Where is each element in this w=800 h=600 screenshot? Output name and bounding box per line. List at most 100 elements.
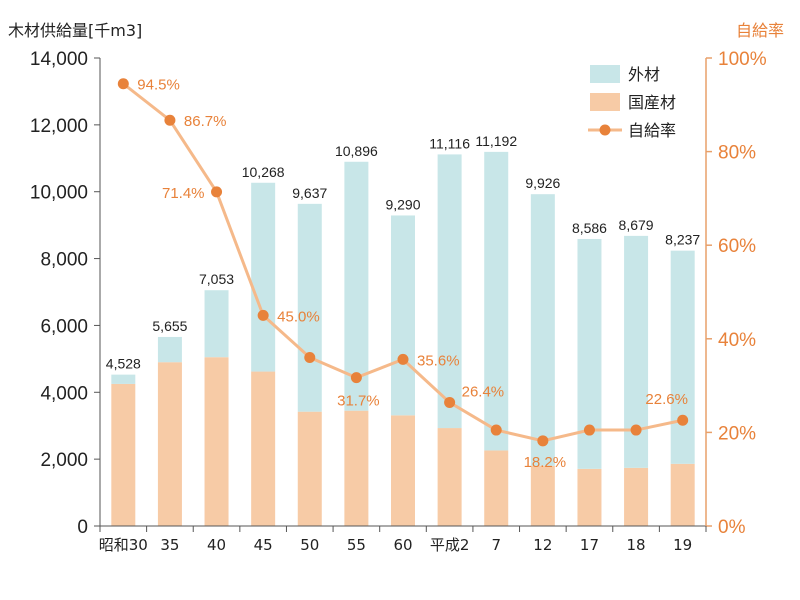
x-tick-label: 12 [533, 536, 552, 554]
rate-line-group [117, 78, 689, 447]
bar-imported [111, 374, 136, 384]
bar-imported [670, 250, 695, 464]
bar-domestic [157, 362, 182, 526]
rate-point [677, 414, 689, 426]
rate-label: 22.6% [645, 391, 688, 408]
bars-group [111, 151, 695, 526]
total-label: 5,655 [152, 318, 187, 334]
y2-tick-label: 80% [718, 143, 756, 164]
y-tick-label: 12,000 [30, 116, 88, 137]
x-tick-label: 17 [580, 536, 599, 554]
rate-point [397, 353, 409, 365]
x-tick-label: 40 [207, 536, 226, 554]
rate-label: 86.7% [184, 113, 227, 130]
y2-tick-label: 20% [718, 423, 756, 444]
bar-domestic [624, 467, 649, 526]
x-tick-label: 45 [254, 536, 273, 554]
rate-label: 31.7% [337, 393, 380, 410]
total-label: 11,116 [429, 135, 470, 151]
x-tick-label: 50 [300, 536, 319, 554]
x-tick-label: 昭和30 [99, 536, 148, 554]
y-axis-title: 木材供給量[千m3] [8, 21, 142, 40]
y-tick-label: 8,000 [40, 250, 88, 271]
total-label: 8,679 [619, 217, 654, 233]
rate-point [350, 372, 362, 384]
bar-domestic [297, 411, 322, 526]
bar-domestic [344, 410, 369, 526]
y2-axis-title: 自給率 [736, 21, 784, 40]
axes-group: 0 2,000 4,000 6,000 8,000 10,000 12,000 14,000 0… [30, 49, 767, 554]
bar-domestic [111, 383, 136, 526]
legend-label-domestic: 国産材 [628, 93, 676, 112]
bar-imported [344, 161, 369, 411]
y2-tick-label: 60% [718, 236, 756, 257]
x-tick-label: 35 [160, 536, 179, 554]
x-tick-label: 19 [673, 536, 692, 554]
legend-swatch-imported [590, 65, 620, 83]
total-label: 8,237 [665, 232, 700, 248]
rate-label: 35.6% [417, 352, 460, 369]
bar-domestic [577, 468, 602, 526]
rate-label: 94.5% [137, 77, 180, 94]
x-tick-label: 7 [491, 536, 501, 554]
bar-domestic [484, 450, 509, 526]
rate-point [444, 396, 456, 408]
bar-imported [297, 203, 322, 412]
total-label: 7,053 [199, 271, 234, 287]
bar-domestic [204, 357, 229, 526]
total-label: 8,586 [572, 220, 607, 236]
rate-point [117, 78, 129, 90]
total-label: 9,637 [292, 185, 327, 201]
labels-group: 4,528 5,655 7,053 10,268 9,637 10,896 9,290 11,… [106, 77, 701, 471]
bar-imported [530, 194, 555, 466]
bar-imported [251, 182, 276, 372]
x-tick-label: 18 [627, 536, 646, 554]
y-tick-label: 14,000 [30, 49, 88, 70]
y2-tick-label: 40% [718, 330, 756, 351]
total-label: 10,268 [242, 164, 285, 180]
bar-imported [484, 151, 509, 451]
total-label: 4,528 [106, 356, 141, 372]
bar-domestic [391, 415, 415, 526]
rate-point [164, 114, 176, 126]
total-label: 9,290 [385, 196, 420, 212]
y2-tick-label: 0% [718, 517, 746, 538]
bar-domestic [251, 371, 276, 526]
bar-imported [157, 336, 182, 363]
total-label: 9,926 [525, 175, 560, 191]
rate-point [630, 424, 642, 436]
total-label: 11,192 [475, 133, 517, 149]
bar-imported [391, 215, 415, 416]
rate-label: 45.0% [277, 308, 320, 325]
bar-domestic [437, 428, 462, 526]
legend-label-rate: 自給率 [628, 121, 676, 140]
legend-marker-rate [599, 124, 611, 136]
rate-label: 26.4% [462, 383, 505, 400]
bar-domestic [670, 463, 695, 526]
y-tick-label: 10,000 [30, 183, 88, 204]
rate-point [211, 186, 223, 198]
y-tick-label: 0 [77, 517, 88, 538]
x-tick-label: 55 [347, 536, 366, 554]
bar-imported [204, 290, 229, 358]
rate-point [257, 309, 269, 321]
rate-point [304, 352, 316, 364]
y-tick-label: 4,000 [40, 383, 88, 404]
rate-label: 18.2% [524, 454, 567, 471]
total-label: 10,896 [335, 143, 378, 159]
bar-domestic [530, 465, 555, 526]
rate-point [490, 424, 502, 436]
legend-swatch-domestic [590, 93, 620, 111]
legend-label-imported: 外材 [628, 65, 660, 84]
x-tick-label: 平成2 [430, 536, 470, 554]
y2-tick-label: 100% [718, 49, 767, 70]
x-tick-label: 60 [393, 536, 412, 554]
y-tick-label: 2,000 [40, 450, 88, 471]
y-tick-label: 6,000 [40, 316, 88, 337]
rate-point [583, 424, 595, 436]
bar-imported [437, 154, 462, 429]
rate-label: 71.4% [162, 185, 205, 202]
